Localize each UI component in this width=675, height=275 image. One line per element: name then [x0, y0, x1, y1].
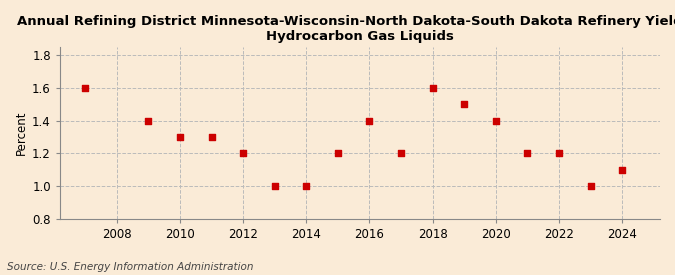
Point	[143, 118, 154, 123]
Point	[522, 151, 533, 155]
Title: Annual Refining District Minnesota-Wisconsin-North Dakota-South Dakota Refinery : Annual Refining District Minnesota-Wisco…	[18, 15, 675, 43]
Y-axis label: Percent: Percent	[15, 111, 28, 155]
Point	[459, 102, 470, 106]
Point	[206, 135, 217, 139]
Point	[617, 167, 628, 172]
Point	[269, 184, 280, 188]
Point	[175, 135, 186, 139]
Text: Source: U.S. Energy Information Administration: Source: U.S. Energy Information Administ…	[7, 262, 253, 272]
Point	[364, 118, 375, 123]
Point	[333, 151, 344, 155]
Point	[238, 151, 248, 155]
Point	[396, 151, 406, 155]
Point	[554, 151, 564, 155]
Point	[301, 184, 312, 188]
Point	[490, 118, 501, 123]
Point	[585, 184, 596, 188]
Point	[427, 86, 438, 90]
Point	[80, 86, 90, 90]
